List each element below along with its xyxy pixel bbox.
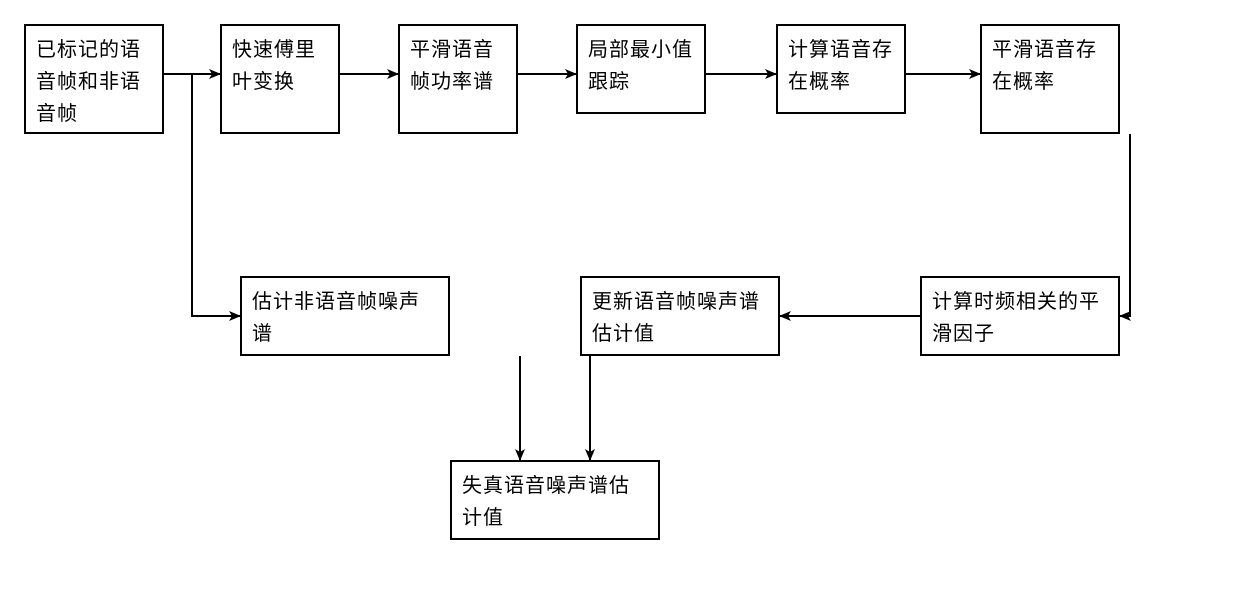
node-update-noise-spectrum: 更新语音帧噪声谱估计值 (580, 276, 780, 356)
node-estimate-nonspeech: 估计非语音帧噪声谱 (240, 276, 450, 356)
node-distorted-noise-est: 失真语音噪声谱估计值 (450, 460, 660, 540)
node-smooth-power-spectrum: 平滑语音帧功率谱 (398, 24, 518, 134)
node-labeled-frames: 已标记的语音帧和非语音帧 (24, 24, 164, 134)
node-smoothing-factor: 计算时频相关的平滑因子 (920, 276, 1120, 356)
node-speech-prob: 计算语音存在概率 (776, 24, 906, 114)
node-local-min-tracking: 局部最小值跟踪 (576, 24, 706, 114)
node-smooth-speech-prob: 平滑语音存在概率 (980, 24, 1120, 134)
node-fft: 快速傅里叶变换 (220, 24, 340, 134)
